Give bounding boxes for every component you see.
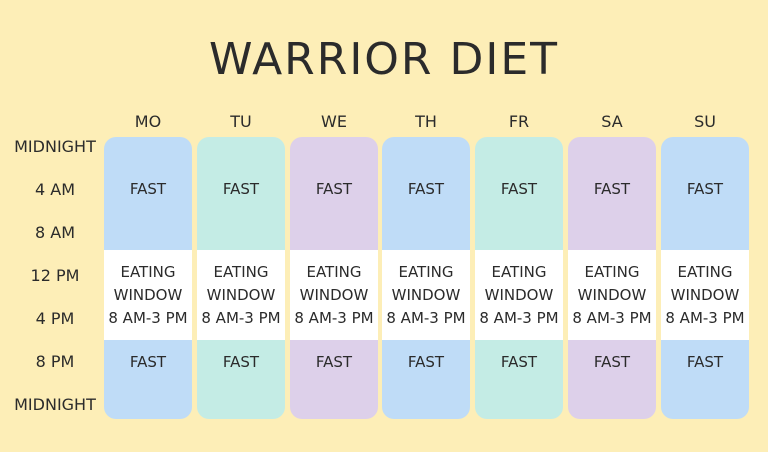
day-name-fr: FR (508, 112, 530, 131)
time-label-midnight-end: MIDNIGHT (14, 395, 96, 414)
eating-window-hours: 8 AM-3 PM (665, 308, 745, 327)
time-label-4am: 4 AM (34, 180, 75, 199)
eating-window-block: EATING WINDOW 8 AM-3 PM (104, 250, 192, 340)
eating-window-block: EATING WINDOW 8 AM-3 PM (568, 250, 656, 340)
time-label-8pm: 8 PM (35, 352, 75, 371)
eating-window-line1: EATING (491, 262, 547, 281)
time-label-8am: 8 AM (34, 223, 75, 242)
eating-window-hours: 8 AM-3 PM (386, 308, 466, 327)
eating-window-line2: WINDOW (391, 285, 461, 304)
time-axis: MIDNIGHT 4 AM 8 AM 12 PM 4 PM 8 PM MIDNI… (0, 0, 110, 452)
eating-window-line1: EATING (306, 262, 362, 281)
eating-window-hours: 8 AM-3 PM (479, 308, 559, 327)
day-name-th: TH (415, 112, 437, 131)
eating-window-hours: 8 AM-3 PM (294, 308, 374, 327)
eating-window-line1: EATING (120, 262, 176, 281)
day-bar-sa: FAST EATING WINDOW 8 AM-3 PM FAST (568, 137, 656, 419)
day-bar-su: FAST EATING WINDOW 8 AM-3 PM FAST (661, 137, 749, 419)
fast-label-morning: FAST (315, 180, 353, 198)
day-name-sa: SA (601, 112, 623, 131)
eating-window-hours: 8 AM-3 PM (201, 308, 281, 327)
eating-window-line2: WINDOW (299, 285, 369, 304)
eating-window-line2: WINDOW (484, 285, 554, 304)
eating-window-block: EATING WINDOW 8 AM-3 PM (197, 250, 285, 340)
day-name-tu: TU (230, 112, 252, 131)
time-label-12pm: 12 PM (30, 266, 80, 285)
eating-window-line1: EATING (584, 262, 640, 281)
eating-window-line2: WINDOW (670, 285, 740, 304)
fast-label-evening: FAST (129, 353, 167, 371)
fast-label-evening: FAST (686, 353, 724, 371)
day-bar-tu: FAST EATING WINDOW 8 AM-3 PM FAST (197, 137, 285, 419)
day-name-mo: MO (134, 112, 162, 131)
time-label-midnight-start: MIDNIGHT (14, 137, 96, 156)
fast-label-morning: FAST (500, 180, 538, 198)
eating-window-line2: WINDOW (113, 285, 183, 304)
time-label-4pm: 4 PM (35, 309, 75, 328)
eating-window-line2: WINDOW (206, 285, 276, 304)
day-name-we: WE (321, 112, 347, 131)
fast-label-morning: FAST (129, 180, 167, 198)
page-title: WARRIOR DIET (208, 34, 560, 85)
eating-window-block: EATING WINDOW 8 AM-3 PM (475, 250, 563, 340)
fast-label-morning: FAST (593, 180, 631, 198)
fast-label-evening: FAST (222, 353, 260, 371)
eating-window-block: EATING WINDOW 8 AM-3 PM (661, 250, 749, 340)
day-bar-fr: FAST EATING WINDOW 8 AM-3 PM FAST (475, 137, 563, 419)
eating-window-line1: EATING (398, 262, 454, 281)
day-bar-we: FAST EATING WINDOW 8 AM-3 PM FAST (290, 137, 378, 419)
eating-window-block: EATING WINDOW 8 AM-3 PM (290, 250, 378, 340)
eating-window-line1: EATING (677, 262, 733, 281)
day-bar-mo: FAST EATING WINDOW 8 AM-3 PM FAST (104, 137, 192, 419)
fast-label-morning: FAST (686, 180, 724, 198)
fast-label-evening: FAST (593, 353, 631, 371)
fast-label-evening: FAST (500, 353, 538, 371)
eating-window-line1: EATING (213, 262, 269, 281)
fast-label-evening: FAST (315, 353, 353, 371)
eating-window-line2: WINDOW (577, 285, 647, 304)
day-bar-th: FAST EATING WINDOW 8 AM-3 PM FAST (382, 137, 470, 419)
eating-window-hours: 8 AM-3 PM (108, 308, 188, 327)
fast-label-morning: FAST (222, 180, 260, 198)
day-name-su: SU (694, 112, 716, 131)
fast-label-evening: FAST (407, 353, 445, 371)
eating-window-block: EATING WINDOW 8 AM-3 PM (382, 250, 470, 340)
eating-window-hours: 8 AM-3 PM (572, 308, 652, 327)
fast-label-morning: FAST (407, 180, 445, 198)
